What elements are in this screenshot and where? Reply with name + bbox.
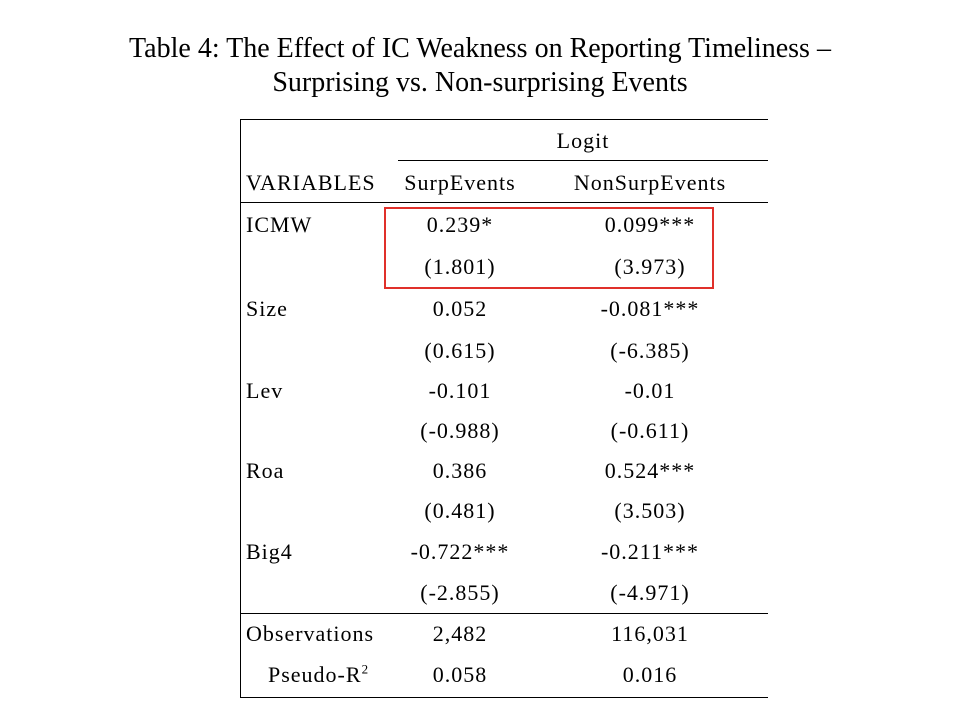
pseudo-r2-text: Pseudo-R: [268, 662, 362, 687]
tstat-cell: (-4.971): [610, 580, 690, 605]
coef-cell: 0.052: [432, 296, 488, 321]
coef-cell: -0.081***: [600, 296, 700, 321]
observations-cell: 116,031: [611, 621, 689, 646]
title-line-1: Table 4: The Effect of IC Weakness on Re…: [129, 33, 831, 64]
group-header-logit: Logit: [556, 128, 610, 153]
top-rule: [240, 119, 768, 120]
logit-underline: [398, 160, 768, 161]
pseudo-r2-superscript: 2: [361, 661, 370, 677]
observations-label: Observations: [246, 621, 375, 646]
coef-cell: 0.386: [432, 458, 488, 483]
left-rule: [240, 119, 241, 697]
tstat-cell: (1.801): [424, 254, 496, 279]
table-title: Table 4: The Effect of IC Weakness on Re…: [0, 32, 960, 100]
row-label-icmw: ICMW: [246, 212, 313, 237]
tstat-cell: (-2.855): [420, 580, 500, 605]
pseudo-r2-cell: 0.058: [432, 662, 488, 687]
regression-table: Logit VARIABLES SurpEvents NonSurpEvents…: [240, 0, 768, 720]
tstat-cell: (-0.988): [420, 418, 500, 443]
tstat-cell: (-0.611): [610, 418, 690, 443]
coef-cell: -0.722***: [410, 539, 510, 564]
observations-cell: 2,482: [432, 621, 488, 646]
tstat-cell: (-6.385): [610, 338, 690, 363]
header-rule: [240, 202, 768, 203]
coef-cell: 0.099***: [604, 212, 696, 237]
coef-cell: -0.01: [624, 378, 676, 403]
row-label-roa: Roa: [246, 458, 285, 483]
row-label-big4: Big4: [246, 539, 293, 564]
icmw-highlight-box: [384, 207, 714, 289]
coef-cell: -0.211***: [600, 539, 699, 564]
pseudo-r2-label: Pseudo-R2: [268, 662, 369, 688]
col-header-nonsurp: NonSurpEvents: [573, 170, 727, 195]
bottom-rule: [240, 697, 768, 698]
coef-cell: 0.239*: [426, 212, 494, 237]
col-header-surp: SurpEvents: [404, 170, 516, 195]
row-label-size: Size: [246, 296, 288, 321]
tstat-cell: (3.973): [614, 254, 686, 279]
row-label-lev: Lev: [246, 378, 284, 403]
body-bottom-rule: [240, 613, 768, 614]
tstat-cell: (0.615): [424, 338, 496, 363]
tstat-cell: (0.481): [424, 498, 496, 523]
coef-cell: -0.101: [428, 378, 492, 403]
pseudo-r2-cell: 0.016: [622, 662, 678, 687]
variables-header: VARIABLES: [246, 170, 376, 195]
title-line-2: Surprising vs. Non-surprising Events: [272, 67, 688, 98]
tstat-cell: (3.503): [614, 498, 686, 523]
coef-cell: 0.524***: [604, 458, 696, 483]
